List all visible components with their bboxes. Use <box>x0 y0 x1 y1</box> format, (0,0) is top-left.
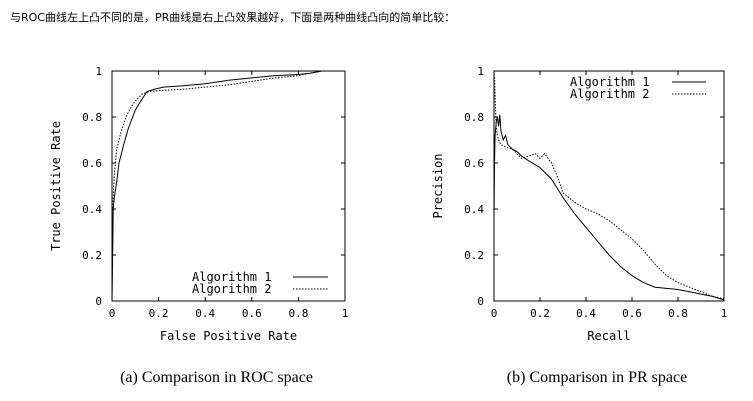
roc-x-axis-label: False Positive Rate <box>160 329 297 343</box>
roc-chart: 0 0.2 0.4 0.6 0.8 1 0 0.2 0.4 0.6 0.8 1 False Positi… <box>49 65 348 386</box>
pr-y-tick-label: 0.8 <box>464 111 484 124</box>
roc-legend-label-1: Algorithm 1 <box>192 270 271 284</box>
roc-x-tick-label: 0 <box>109 307 116 320</box>
roc-y-tick-label: 0.6 <box>82 157 102 170</box>
roc-y-tick-label: 0.8 <box>82 111 102 124</box>
pr-legend-label-2: Algorithm 2 <box>570 87 649 101</box>
pr-legend-label-1: Algorithm 1 <box>570 75 649 89</box>
roc-x-tick-label: 0.6 <box>242 307 262 320</box>
pr-y-tick-label: 1 <box>477 65 484 78</box>
roc-legend-label-2: Algorithm 2 <box>192 282 271 296</box>
pr-y-axis-label: Precision <box>431 153 445 218</box>
roc-plot-frame <box>111 70 346 302</box>
pr-chart: 0 0.2 0.4 0.6 0.8 1 0 0.2 0.4 0.6 0.8 1 Recall Precis… <box>431 65 727 386</box>
pr-series-2-line <box>493 70 725 300</box>
pr-caption: (b) Comparison in PR space <box>507 369 687 386</box>
pr-x-tick-label: 0.6 <box>622 307 642 320</box>
roc-caption: (a) Comparison in ROC space <box>120 369 313 386</box>
roc-y-tick-label: 0.4 <box>82 203 102 216</box>
roc-x-tick-label: 0.4 <box>195 307 215 320</box>
pr-x-tick-label: 0 <box>491 307 498 320</box>
roc-x-tick-label: 0.8 <box>288 307 308 320</box>
roc-x-tick-label: 1 <box>342 307 349 320</box>
intro-text: 与ROC曲线左上凸不同的是，PR曲线是右上凸效果越好，下面是两种曲线凸向的简单比… <box>10 11 456 24</box>
roc-series-1-line <box>111 70 345 302</box>
roc-y-axis-label: True Positive Rate <box>49 121 63 251</box>
pr-plot-frame <box>493 70 725 302</box>
pr-x-axis-label: Recall <box>587 329 630 343</box>
pr-x-tick-label: 0.4 <box>576 307 596 320</box>
roc-y-tick-label: 0 <box>95 295 102 308</box>
pr-series-1-line <box>493 114 725 301</box>
roc-x-tick-label: 0.2 <box>149 307 169 320</box>
pr-y-tick-label: 0.2 <box>464 249 484 262</box>
pr-x-tick-label: 1 <box>721 307 728 320</box>
pr-y-tick-label: 0.4 <box>464 203 484 216</box>
roc-series-2-line <box>111 70 345 302</box>
roc-y-tick-label: 0.2 <box>82 249 102 262</box>
roc-y-tick-label: 1 <box>95 65 102 78</box>
pr-y-tick-label: 0 <box>477 295 484 308</box>
pr-x-tick-label: 0.8 <box>668 307 688 320</box>
pr-x-tick-label: 0.2 <box>530 307 550 320</box>
pr-y-tick-label: 0.6 <box>464 157 484 170</box>
